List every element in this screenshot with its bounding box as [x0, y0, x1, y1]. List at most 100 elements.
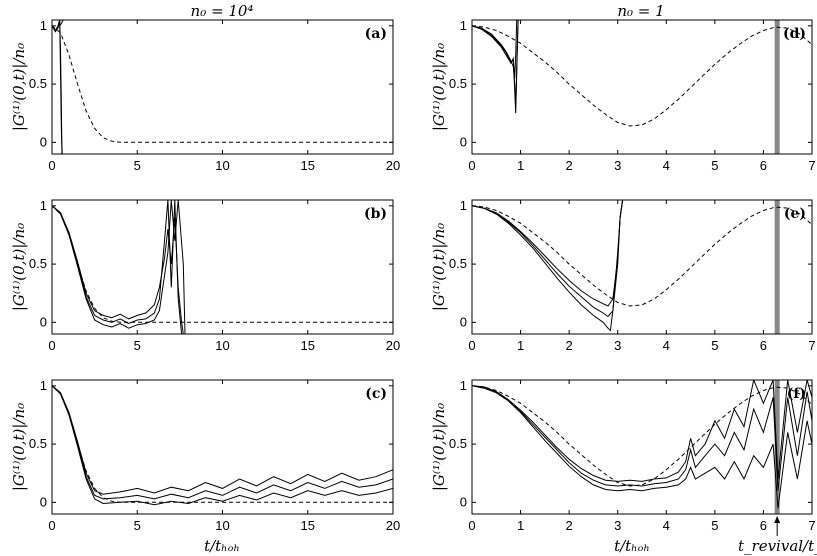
x-tick-label: 7: [808, 518, 815, 533]
y-tick-label: 1: [460, 378, 467, 393]
dashed-series: [472, 385, 812, 487]
panel-c: 0 5 10 15 20 0 0.5 1 (c) |G⁽¹⁾(0,t)|/n₀: [10, 378, 400, 533]
x-tick-label: 2: [566, 158, 573, 173]
y-tick-label: 0.5: [449, 76, 467, 91]
solid-series-3: [52, 385, 393, 506]
x-tick-label: 5: [134, 158, 141, 173]
y-tick-label: 1: [460, 198, 467, 213]
panel-label: (a): [365, 26, 387, 42]
x-tick-label: 1: [517, 338, 524, 353]
x-tick-label: 20: [386, 158, 400, 173]
x-tick-label: 0: [468, 518, 475, 533]
left-x-axis-label: t/tₕₒₕ: [204, 537, 240, 555]
solid-series-2: [472, 385, 812, 491]
dashed-series: [52, 385, 393, 503]
panel-label: (f): [787, 386, 806, 402]
dashed-series: [472, 25, 812, 127]
x-tick-label: 2: [566, 338, 573, 353]
panel-a: 0 5 10 15 20 0 0.5 1 (a) |G⁽¹⁾(0,t)|/n₀: [10, 18, 400, 173]
x-tick-label: 4: [663, 158, 670, 173]
panel-b: 0 5 10 15 20 0 0.5 1 (b) |G⁽¹⁾(0,t)|/n₀: [10, 198, 400, 353]
solid-series-2: [52, 385, 393, 500]
x-tick-label: 5: [134, 338, 141, 353]
y-tick-label: 0.5: [29, 436, 47, 451]
x-tick-label: 0: [48, 158, 55, 173]
x-tick-label: 0: [48, 338, 55, 353]
y-tick-label: 0.5: [29, 76, 47, 91]
panel-d: 0 1 2 3 4 5 6 7 0 0.5 1 (d) |G⁽¹⁾(0,t)|/n₀: [430, 18, 816, 173]
x-tick-label: 15: [301, 338, 315, 353]
y-tick-label: 0: [40, 314, 47, 329]
x-tick-label: 3: [614, 338, 621, 353]
x-tick-label: 5: [711, 338, 718, 353]
panel-label: (d): [783, 26, 806, 42]
x-tick-label: 4: [663, 338, 670, 353]
panel-f: 0 1 2 3 4 5 6 7 0 0.5 1 (f) |G⁽¹⁾(0,t)|/n₀: [430, 378, 816, 533]
revival-band: [774, 200, 780, 334]
revival-label: t_revival/t_coh: [738, 537, 817, 555]
x-tick-label: 3: [614, 518, 621, 533]
x-tick-label: 15: [301, 518, 315, 533]
x-tick-label: 20: [386, 338, 400, 353]
solid-series-1: [52, 385, 393, 495]
dashed-series: [472, 205, 812, 307]
y-tick-label: 0.5: [449, 436, 467, 451]
y-axis-label: |G⁽¹⁾(0,t)|/n₀: [430, 223, 448, 311]
x-tick-label: 10: [215, 518, 229, 533]
revival-band: [774, 20, 780, 154]
x-tick-label: 2: [566, 518, 573, 533]
x-tick-label: 7: [808, 158, 815, 173]
y-tick-label: 1: [40, 198, 47, 213]
x-tick-label: 5: [711, 158, 718, 173]
solid-series-3: [52, 200, 186, 334]
x-tick-label: 10: [215, 338, 229, 353]
y-tick-label: 0: [40, 134, 47, 149]
y-tick-label: 0.5: [449, 256, 467, 271]
solid-series-2: [472, 20, 518, 79]
x-tick-label: 5: [134, 518, 141, 533]
solid-series-2: [52, 20, 63, 154]
plot-frame: [51, 199, 394, 335]
y-tick-label: 0: [460, 134, 467, 149]
dashed-series: [52, 205, 393, 323]
x-tick-label: 20: [386, 518, 400, 533]
x-tick-label: 1: [517, 518, 524, 533]
solid-series-1: [52, 205, 184, 334]
y-axis-label: |G⁽¹⁾(0,t)|/n₀: [430, 403, 448, 491]
x-tick-label: 0: [48, 518, 55, 533]
x-tick-label: 3: [614, 158, 621, 173]
y-tick-label: 1: [460, 18, 467, 33]
solid-series-1: [472, 20, 519, 108]
panel-label: (c): [365, 386, 387, 402]
plot-frame: [51, 19, 394, 155]
x-tick-label: 4: [663, 518, 670, 533]
revival-band: [774, 380, 780, 514]
x-tick-label: 7: [808, 338, 815, 353]
right-x-axis-label: t/tₕₒₕ: [614, 537, 650, 555]
plot-frame: [471, 379, 813, 515]
panel-label: (e): [784, 206, 806, 222]
x-tick-label: 1: [517, 158, 524, 173]
y-axis-label: |G⁽¹⁾(0,t)|/n₀: [10, 223, 28, 311]
solid-series-1: [472, 380, 812, 482]
x-tick-label: 6: [760, 158, 767, 173]
y-tick-label: 0: [40, 494, 47, 509]
panel-label: (b): [364, 206, 387, 222]
y-tick-label: 0.5: [29, 256, 47, 271]
y-tick-label: 0: [460, 494, 467, 509]
y-axis-label: |G⁽¹⁾(0,t)|/n₀: [10, 403, 28, 491]
y-tick-label: 1: [40, 378, 47, 393]
x-tick-label: 6: [760, 338, 767, 353]
x-tick-label: 10: [215, 158, 229, 173]
plot-frame: [471, 199, 813, 335]
x-tick-label: 0: [468, 158, 475, 173]
solid-series-3: [59, 20, 65, 27]
solid-series-3: [472, 20, 519, 114]
dashed-series: [52, 25, 393, 143]
x-tick-label: 0: [468, 338, 475, 353]
x-tick-label: 15: [301, 158, 315, 173]
y-axis-label: |G⁽¹⁾(0,t)|/n₀: [430, 43, 448, 131]
solid-series-2: [52, 200, 183, 334]
y-tick-label: 1: [40, 18, 47, 33]
